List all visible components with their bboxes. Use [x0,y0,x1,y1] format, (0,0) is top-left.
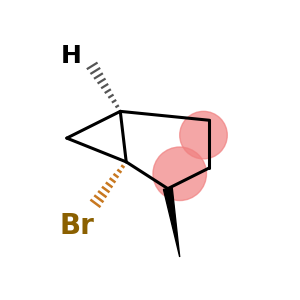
Polygon shape [164,188,180,257]
Text: Br: Br [59,212,94,240]
Circle shape [180,111,227,159]
Circle shape [153,147,206,200]
Text: H: H [61,44,82,68]
